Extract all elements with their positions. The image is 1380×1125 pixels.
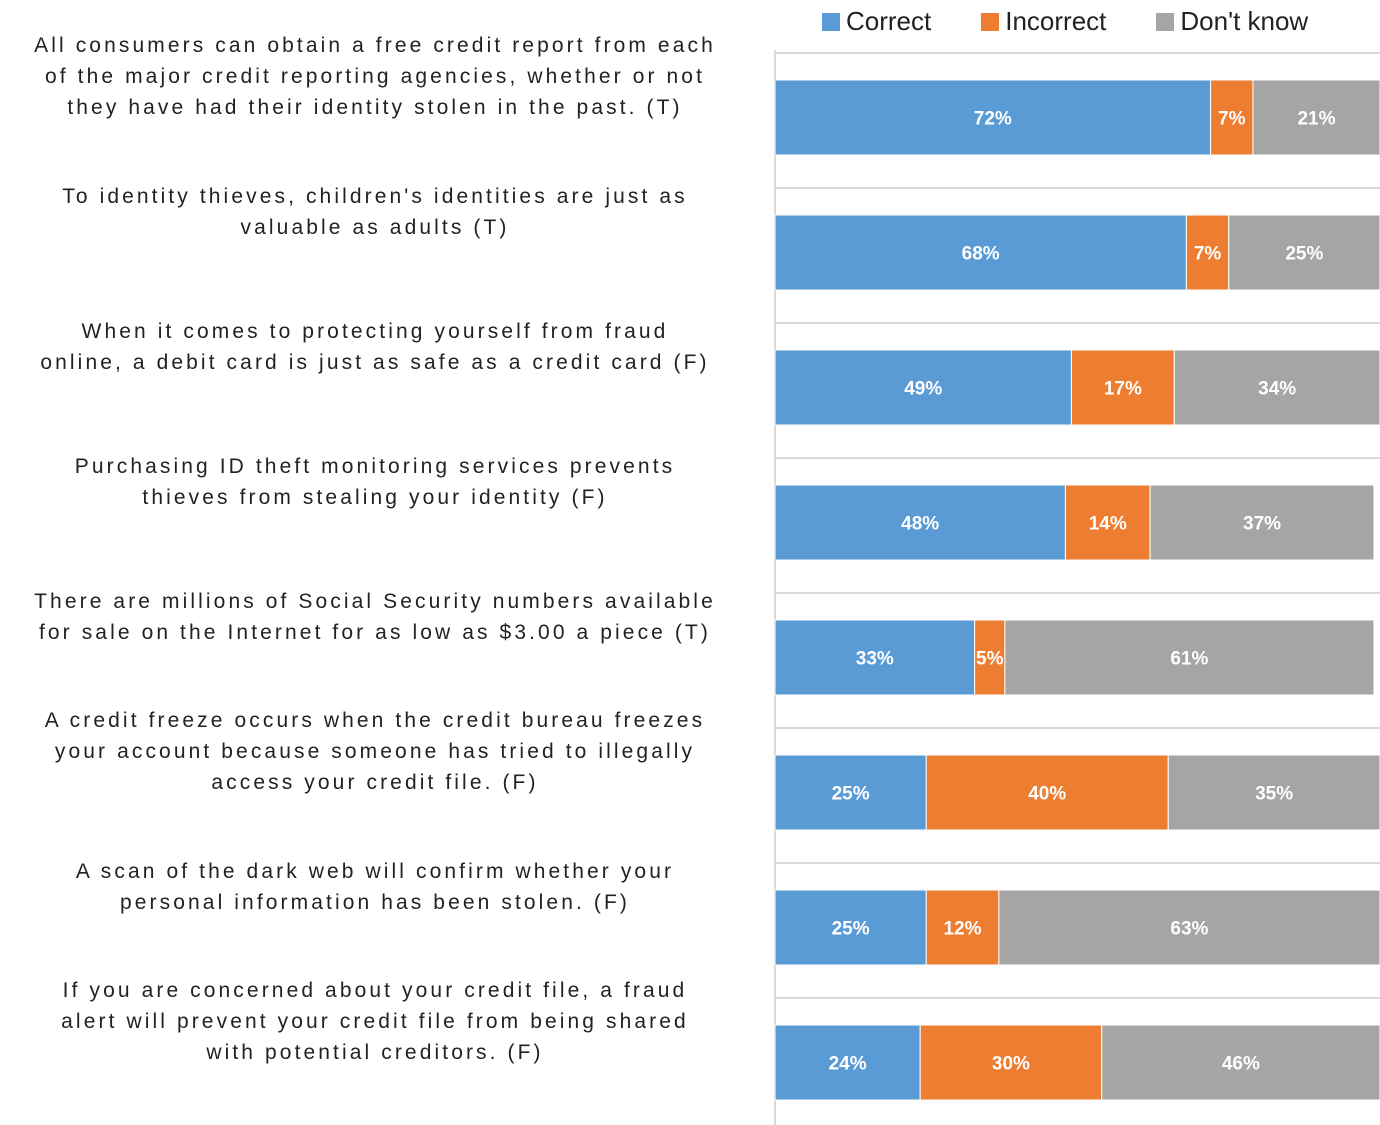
bar-segment-correct (774, 214, 1187, 291)
category-label-line: alert will prevent your credit file from… (61, 1010, 689, 1033)
bar-segment-incorrect (1185, 214, 1230, 291)
data-label-don-t-know: 46% (1222, 1054, 1260, 1075)
data-label-correct: 72% (974, 109, 1012, 130)
data-label-don-t-know: 37% (1243, 514, 1281, 535)
data-label-correct: 24% (829, 1054, 867, 1075)
category-label: A credit freeze occurs when the credit b… (0, 705, 755, 798)
data-label-correct: 25% (832, 919, 870, 940)
data-label-incorrect: 7% (1218, 109, 1246, 130)
bar-segment-incorrect (974, 619, 1006, 696)
bar-segment-correct (774, 79, 1212, 156)
category-label: A scan of the dark web will confirm whet… (0, 856, 755, 918)
data-label-incorrect: 40% (1028, 784, 1066, 805)
data-label-don-t-know: 25% (1285, 244, 1323, 265)
legend-item-correct: Correct (822, 6, 931, 37)
data-label-correct: 25% (832, 784, 870, 805)
category-label: To identity thieves, children's identiti… (0, 181, 755, 243)
bar-segment-don-t-know (1173, 349, 1380, 426)
legend-swatch-incorrect (981, 12, 1000, 31)
bar-segment-correct (774, 754, 927, 831)
bar-segment-don-t-know (1252, 79, 1380, 156)
data-label-correct: 49% (904, 379, 942, 400)
category-label-line: All consumers can obtain a free credit r… (34, 34, 716, 57)
category-label-line: A scan of the dark web will confirm whet… (75, 860, 675, 883)
category-label-line: thieves from stealing your identity (F) (142, 486, 608, 509)
bar-segment-correct (774, 349, 1072, 426)
legend-item-incorrect: Incorrect (981, 6, 1106, 37)
category-label-line: with potential creditors. (F) (206, 1041, 544, 1064)
category-label-line: your account because someone has tried t… (54, 740, 696, 763)
bar-segment-don-t-know (1101, 1024, 1380, 1101)
data-label-incorrect: 14% (1089, 514, 1127, 535)
data-label-incorrect: 30% (992, 1054, 1030, 1075)
legend-swatch-correct (822, 12, 840, 31)
category-label-line: for sale on the Internet for as low as $… (38, 621, 712, 644)
bar-segment-don-t-know (1167, 754, 1380, 831)
category-label-line: valuable as adults (T) (240, 216, 510, 239)
data-label-don-t-know: 21% (1297, 109, 1335, 130)
legend-label-correct: Correct (846, 6, 932, 36)
category-label: There are millions of Social Security nu… (0, 586, 755, 648)
data-label-don-t-know: 63% (1170, 919, 1208, 940)
category-label-line: online, a debit card is just as safe as … (40, 351, 710, 374)
data-label-incorrect: 17% (1104, 379, 1142, 400)
bar-segment-incorrect (919, 1024, 1103, 1101)
bar-segment-don-t-know (998, 889, 1380, 966)
data-label-don-t-know: 35% (1255, 784, 1293, 805)
bar-segment-correct (774, 484, 1066, 561)
category-label-line: personal information has been stolen. (F… (120, 891, 630, 914)
data-label-don-t-know: 34% (1258, 379, 1296, 400)
legend-label-incorrect: Incorrect (1005, 6, 1107, 36)
data-label-incorrect: 5% (976, 649, 1004, 670)
bar-segment-incorrect (925, 889, 1000, 966)
category-label-line: There are millions of Social Security nu… (34, 590, 716, 613)
bar-segment-incorrect (1070, 349, 1175, 426)
category-label-line: access your credit file. (F) (211, 771, 539, 794)
data-label-incorrect: 7% (1194, 244, 1222, 265)
category-label-line: To identity thieves, children's identiti… (62, 185, 688, 208)
category-label: If you are concerned about your credit f… (0, 975, 755, 1068)
data-label-correct: 33% (856, 649, 894, 670)
bar-segment-don-t-know (1228, 214, 1380, 291)
category-label: Purchasing ID theft monitoring services … (0, 451, 755, 513)
bar-segment-correct (774, 1024, 921, 1101)
category-label: All consumers can obtain a free credit r… (0, 30, 755, 123)
legend-swatch-dont-know (1156, 12, 1175, 31)
category-label-line: Purchasing ID theft monitoring services … (74, 455, 676, 478)
bar-segment-don-t-know (1149, 484, 1375, 561)
bar-segment-incorrect (1064, 484, 1151, 561)
legend-item-dont-know: Don't know (1156, 6, 1308, 37)
category-label: When it comes to protecting yourself fro… (0, 316, 755, 378)
bar-segment-incorrect (1210, 79, 1254, 156)
category-label-line: When it comes to protecting yourself fro… (81, 320, 669, 343)
bar-segment-correct (774, 889, 927, 966)
legend-label-dont-know: Don't know (1180, 6, 1309, 36)
bar-segment-incorrect (925, 754, 1169, 831)
category-label-line: If you are concerned about your credit f… (62, 979, 688, 1002)
bar-segment-don-t-know (1004, 619, 1375, 696)
category-label-line: A credit freeze occurs when the credit b… (44, 709, 706, 732)
data-label-correct: 68% (962, 244, 1000, 265)
data-label-incorrect: 12% (944, 919, 982, 940)
legend: Correct Incorrect Don't know (822, 6, 1308, 37)
bar-segment-correct (774, 619, 976, 696)
data-label-don-t-know: 61% (1170, 649, 1208, 670)
category-label-line: of the major credit reporting agencies, … (45, 65, 705, 88)
data-label-correct: 48% (901, 514, 939, 535)
category-label-line: they have had their identity stolen in t… (67, 96, 683, 119)
